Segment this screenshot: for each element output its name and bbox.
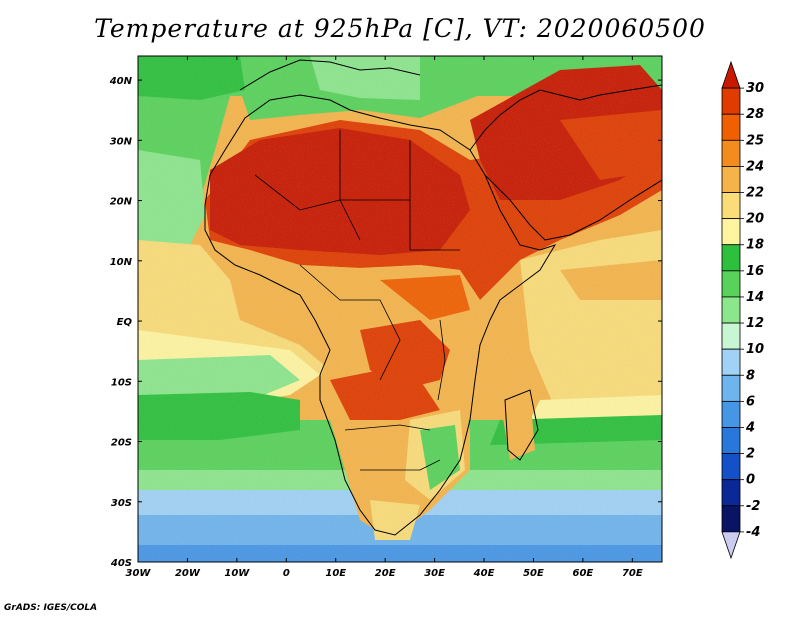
colorbar-swatch [721,374,741,402]
lat-tick-label: 10N [110,257,133,268]
lon-tick-label: 60E [573,568,594,579]
colorbar-swatch [721,322,741,350]
lat-tick-label: 30S [111,498,132,509]
colorbar-swatch [721,505,741,533]
colorbar-label: 2 [746,447,755,462]
lat-tick-label: 20S [111,438,132,449]
colorbar-label: 22 [746,186,764,201]
colorbar-label: 25 [746,133,764,148]
colorbar-swatch [721,244,741,272]
colorbar-label: 12 [746,316,764,331]
lon-tick-label: 20W [175,568,201,579]
colorbar-label: 30 [746,81,764,96]
lat-tick-label: 30N [110,136,133,147]
colorbar-label: -2 [746,499,760,514]
lon-tick-label: 10E [325,568,346,579]
colorbar-swatch [721,348,741,376]
country-borders [254,130,460,471]
colorbar-swatch [721,87,741,115]
colorbar-swatch [721,218,741,246]
lon-tick-label: 30E [424,568,445,579]
coastlines [204,59,662,536]
axis-ticks: 30W 20W 10W 0 10E 20E 30E 40E 50E 60E 70E 40N 30N 20N… [109,56,662,579]
temperature-field [138,56,662,562]
chart-title: Temperature at 925hPa [C], VT: 202006050… [94,14,706,43]
colorbar-label: 8 [746,368,755,383]
lat-tick-label: 10S [111,377,132,388]
colorbar-swatch [721,166,741,193]
colorbar-swatch [721,139,741,167]
colorbar-label: 10 [746,342,764,357]
lat-tick-label: 40N [109,76,133,87]
colorbar-label: 6 [746,394,755,409]
colorbar-swatch [721,479,741,507]
lon-tick-label: 30W [126,568,152,579]
colorbar-label: -4 [746,525,760,540]
colorbar-label: 0 [746,473,755,488]
colorbar-label: 24 [746,159,764,174]
lon-tick-label: 20E [375,568,396,579]
footer-credit: GrADS: IGES/COLA [4,603,98,613]
colorbar-label: 4 [745,420,755,435]
colorbar-swatch [721,192,741,220]
lon-tick-label: 40E [473,568,495,579]
colorbar-swatch [721,113,741,141]
colorbar-label: 20 [746,212,764,227]
lat-tick-label: 20N [110,197,133,208]
colorbar-top-arrow [721,60,741,89]
colorbar-swatch [721,296,741,324]
colorbar-swatch [721,427,741,454]
colorbar-swatch [721,270,741,298]
colorbar-label: 16 [746,264,764,279]
lon-tick-label: 10W [224,568,250,579]
colorbar-label: 28 [746,107,764,122]
colorbar-swatch [721,453,741,481]
lon-tick-label: 50E [523,568,544,579]
colorbar-label: 18 [746,238,764,253]
map-frame [137,55,663,563]
colorbar-swatch [721,400,741,428]
colorbar-label: 14 [746,290,764,305]
lon-tick-label: 70E [622,568,643,579]
lat-tick-label: 40S [110,558,132,569]
lat-tick-label: EQ [117,317,133,328]
colorbar-bottom-arrow [721,531,741,560]
lon-tick-label: 0 [283,568,290,579]
